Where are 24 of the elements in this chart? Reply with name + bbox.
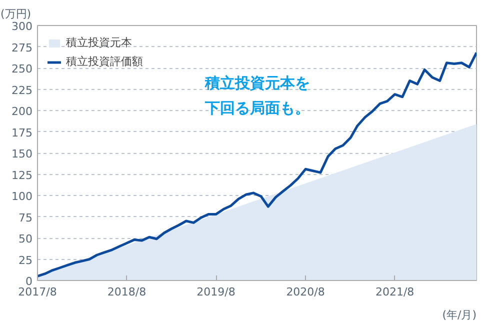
y-tick-label: 250 bbox=[12, 62, 33, 76]
y-tick-label: 125 bbox=[12, 168, 33, 182]
x-tick-label: 2017/8 bbox=[18, 286, 57, 298]
y-tick-label: 200 bbox=[12, 105, 33, 118]
y-tick-label: 0 bbox=[26, 275, 32, 288]
y-tick-label: 75 bbox=[18, 211, 33, 224]
y-tick-label: 300 bbox=[12, 20, 33, 33]
legend-label: 積立投資評価額 bbox=[66, 54, 143, 69]
x-axis-title: (年/月) bbox=[442, 308, 477, 322]
x-tick-label: 2021/8 bbox=[375, 286, 414, 298]
x-tick-label: 2019/8 bbox=[196, 286, 236, 298]
annotation: 積立投資元本を下回る局面も。 bbox=[204, 74, 310, 118]
y-tick-label: 225 bbox=[12, 84, 33, 97]
line-series bbox=[38, 51, 476, 278]
y-tick-label: 50 bbox=[18, 232, 33, 246]
legend-label: 積立投資元本 bbox=[66, 35, 132, 50]
y-tick-label: 150 bbox=[12, 148, 33, 160]
x-tick-label: 2020/8 bbox=[286, 286, 325, 298]
y-axis-title: (万円) bbox=[0, 8, 32, 20]
y-tick-label: 25 bbox=[18, 254, 33, 267]
x-tick-label: 2018/8 bbox=[107, 286, 146, 298]
y-tick-label: 100 bbox=[12, 190, 33, 203]
y-tick-label: 275 bbox=[12, 41, 33, 54]
y-tick-label: 175 bbox=[12, 126, 33, 140]
